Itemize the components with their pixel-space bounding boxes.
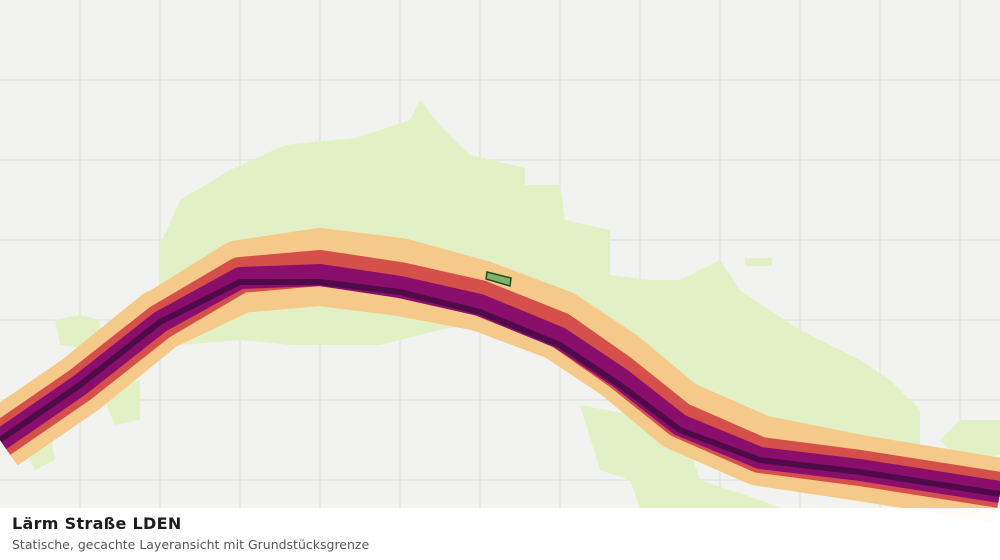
map-subtitle: Statische, gecachte Layeransicht mit Gru… (12, 537, 370, 552)
parcel-boundary[interactable] (485, 271, 512, 287)
noise-bands (0, 228, 1000, 523)
noise-zone-max (0, 279, 1000, 497)
caption-panel: Lärm Straße LDEN Statische, gecachte Lay… (0, 508, 1000, 560)
map-title: Lärm Straße LDEN (12, 514, 182, 533)
